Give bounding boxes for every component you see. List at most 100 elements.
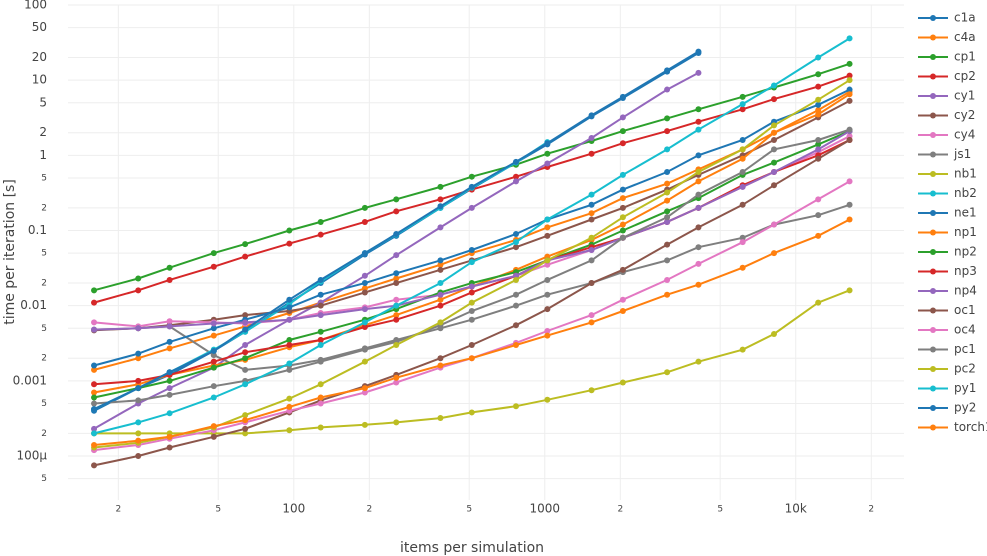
- point: [361, 272, 368, 279]
- point: [512, 291, 519, 298]
- legend-label: py2: [954, 401, 976, 415]
- point: [437, 257, 444, 264]
- point: [512, 403, 519, 410]
- y-tick-label: 5: [41, 474, 47, 484]
- grid: [68, 4, 904, 500]
- point: [664, 291, 671, 298]
- point: [91, 400, 98, 407]
- point: [393, 230, 400, 237]
- legend-label: js1: [953, 147, 971, 161]
- point: [210, 433, 217, 440]
- point: [242, 417, 249, 424]
- x-tick-label: 2: [868, 505, 874, 515]
- y-tick-label: 2: [41, 354, 47, 364]
- point: [695, 169, 702, 176]
- point: [361, 280, 368, 287]
- point: [468, 299, 475, 306]
- point: [286, 395, 293, 402]
- point: [815, 107, 822, 114]
- point: [512, 158, 519, 165]
- point: [815, 212, 822, 219]
- point: [210, 352, 217, 359]
- point: [317, 358, 324, 365]
- point: [664, 169, 671, 176]
- y-tick-label: 100: [24, 0, 47, 12]
- point: [210, 263, 217, 270]
- point: [166, 377, 173, 384]
- point: [512, 239, 519, 246]
- point: [846, 35, 853, 42]
- point: [664, 257, 671, 264]
- point: [393, 379, 400, 386]
- point: [695, 118, 702, 125]
- x-tick-label: 5: [215, 505, 221, 515]
- point: [242, 319, 249, 326]
- point: [317, 328, 324, 335]
- point: [846, 86, 853, 93]
- point: [664, 241, 671, 248]
- point: [619, 186, 626, 193]
- point: [664, 128, 671, 135]
- point: [242, 341, 249, 348]
- point: [135, 350, 142, 357]
- legend-marker: [930, 34, 936, 41]
- point: [166, 444, 173, 451]
- legend-marker: [930, 307, 936, 314]
- point: [815, 141, 822, 148]
- point: [619, 93, 626, 100]
- point: [166, 345, 173, 352]
- point: [544, 306, 551, 313]
- point: [286, 360, 293, 367]
- point: [619, 195, 626, 202]
- point: [135, 355, 142, 362]
- point: [846, 216, 853, 223]
- point: [771, 331, 778, 338]
- point: [544, 257, 551, 264]
- legend-label: cp2: [954, 69, 976, 83]
- point: [695, 126, 702, 133]
- point: [739, 234, 746, 241]
- point: [437, 224, 444, 231]
- point: [210, 320, 217, 327]
- point: [815, 111, 822, 118]
- point: [135, 437, 142, 444]
- point: [544, 261, 551, 268]
- point: [695, 152, 702, 159]
- point: [664, 369, 671, 376]
- point: [166, 385, 173, 392]
- point: [739, 183, 746, 190]
- y-tick-label: 1: [39, 148, 47, 162]
- point: [361, 385, 368, 392]
- point: [588, 150, 595, 157]
- point: [317, 312, 324, 319]
- point: [695, 244, 702, 251]
- point: [619, 227, 626, 234]
- point: [739, 106, 746, 113]
- point: [393, 196, 400, 203]
- point: [393, 252, 400, 259]
- legend-label: pc1: [954, 342, 976, 356]
- point: [210, 347, 217, 354]
- point: [437, 355, 444, 362]
- point: [393, 316, 400, 323]
- point: [815, 196, 822, 203]
- point: [588, 135, 595, 142]
- point: [135, 453, 142, 460]
- point: [619, 266, 626, 273]
- point: [91, 406, 98, 413]
- legend-marker: [930, 288, 936, 294]
- y-tick-label: 0.01: [20, 298, 47, 312]
- point: [437, 183, 444, 190]
- x-tick-label: 5: [466, 505, 472, 515]
- point: [846, 201, 853, 208]
- point: [739, 239, 746, 246]
- point: [588, 201, 595, 208]
- point: [393, 419, 400, 426]
- point: [468, 355, 475, 362]
- legend-label: cy1: [954, 89, 975, 103]
- point: [468, 307, 475, 314]
- point: [619, 379, 626, 386]
- point: [619, 221, 626, 228]
- point: [695, 48, 702, 55]
- point: [317, 381, 324, 388]
